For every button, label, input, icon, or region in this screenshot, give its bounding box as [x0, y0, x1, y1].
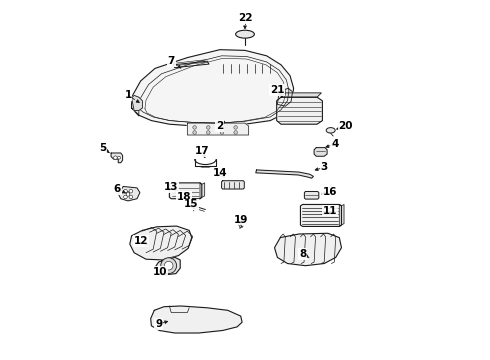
Polygon shape	[118, 186, 140, 201]
Circle shape	[126, 192, 130, 195]
Polygon shape	[111, 153, 122, 163]
Text: 17: 17	[195, 146, 209, 156]
Polygon shape	[277, 97, 322, 124]
Text: 19: 19	[234, 215, 248, 225]
Circle shape	[114, 156, 117, 159]
Text: 12: 12	[133, 236, 148, 246]
Polygon shape	[130, 226, 192, 260]
Circle shape	[118, 156, 121, 159]
Text: 20: 20	[339, 121, 353, 131]
Circle shape	[206, 126, 210, 129]
Circle shape	[206, 131, 210, 134]
Ellipse shape	[236, 30, 254, 38]
Text: 9: 9	[155, 319, 162, 329]
Text: 14: 14	[213, 168, 227, 178]
Polygon shape	[173, 61, 209, 68]
Text: 10: 10	[153, 267, 168, 277]
Polygon shape	[156, 257, 180, 275]
Ellipse shape	[326, 128, 335, 133]
Circle shape	[234, 126, 238, 129]
Polygon shape	[186, 199, 196, 206]
Text: 21: 21	[270, 85, 285, 95]
Text: 1: 1	[124, 90, 132, 100]
Circle shape	[129, 189, 133, 193]
Text: 11: 11	[322, 206, 337, 216]
Circle shape	[234, 131, 238, 134]
Circle shape	[123, 189, 127, 193]
Text: 18: 18	[176, 192, 191, 202]
Polygon shape	[314, 148, 327, 156]
Text: 8: 8	[299, 249, 306, 259]
Polygon shape	[339, 204, 344, 226]
Circle shape	[129, 195, 133, 199]
Polygon shape	[132, 50, 294, 126]
Circle shape	[220, 131, 224, 134]
Circle shape	[193, 126, 196, 129]
Text: 22: 22	[238, 13, 252, 23]
Circle shape	[123, 195, 127, 199]
Text: 6: 6	[114, 184, 121, 194]
Text: 16: 16	[322, 186, 337, 197]
Text: 15: 15	[184, 199, 198, 210]
Polygon shape	[274, 233, 342, 266]
Circle shape	[126, 193, 130, 196]
Text: 13: 13	[164, 182, 178, 192]
Polygon shape	[256, 170, 314, 178]
Circle shape	[161, 258, 176, 274]
Text: 4: 4	[331, 139, 339, 149]
Text: 2: 2	[216, 121, 223, 131]
Polygon shape	[132, 97, 139, 116]
Polygon shape	[304, 192, 319, 199]
Polygon shape	[277, 88, 293, 106]
Text: 3: 3	[320, 162, 328, 172]
Text: 5: 5	[99, 143, 106, 153]
Polygon shape	[300, 204, 342, 226]
Polygon shape	[170, 183, 202, 199]
Circle shape	[164, 261, 173, 270]
Polygon shape	[132, 95, 143, 111]
Polygon shape	[151, 306, 242, 333]
Polygon shape	[281, 93, 321, 97]
Polygon shape	[221, 181, 245, 189]
Circle shape	[220, 126, 224, 129]
Text: 7: 7	[168, 56, 175, 66]
Circle shape	[193, 131, 196, 134]
Polygon shape	[200, 183, 205, 199]
Polygon shape	[187, 123, 248, 135]
